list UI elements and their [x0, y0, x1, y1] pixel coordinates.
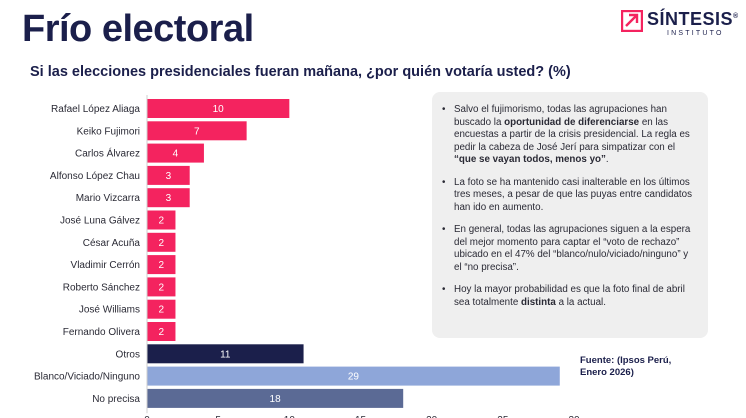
- note-item: Salvo el fujimorismo, todas las agrupaci…: [442, 104, 696, 167]
- bar-value-label: 2: [158, 238, 164, 249]
- x-tick-label: 20: [426, 415, 438, 418]
- category-label: César Acuña: [83, 238, 141, 249]
- bar: [147, 232, 176, 252]
- bar-value-label: 10: [213, 104, 225, 115]
- bar-value-label: 2: [158, 282, 164, 293]
- note-text: La foto se ha mantenido casi inalterable…: [454, 176, 692, 213]
- logo-subtitle: INSTITUTO: [667, 30, 724, 37]
- category-label: Roberto Sánchez: [63, 282, 140, 293]
- note-text: Hoy la mayor probabilidad es que la foto…: [454, 284, 685, 308]
- x-tick-label: 15: [355, 415, 367, 418]
- bar-value-label: 18: [270, 394, 282, 405]
- note-text: a la actual.: [555, 296, 606, 308]
- note-bold-text: “que se vayan todos, menos yo”: [454, 154, 606, 165]
- note-bold-text: distinta: [521, 296, 556, 308]
- notes-list: Salvo el fujimorismo, todas las agrupaci…: [442, 104, 696, 309]
- note-text: en las encuestas a partir de la crisis p…: [454, 116, 690, 153]
- note-text: En general, todas las agrupaciones sigue…: [454, 224, 691, 273]
- category-label: Rafael López Aliaga: [51, 104, 140, 115]
- bar-value-label: 4: [173, 149, 179, 160]
- category-label: Vladimir Cerrón: [71, 260, 140, 271]
- bar-value-label: 7: [194, 126, 200, 137]
- note-bold-text: oportunidad de diferenciarse: [504, 116, 640, 128]
- category-label: José Williams: [79, 305, 140, 316]
- page-title: Frío electoral: [22, 8, 254, 50]
- bar: [147, 299, 176, 319]
- bar: [147, 277, 176, 297]
- bar: [147, 143, 204, 163]
- x-tick-label: 30: [568, 415, 580, 418]
- note-text: Salvo el fujimorismo, todas las agrupaci…: [454, 104, 667, 128]
- sintesis-logo: SÍNTESIS® INSTITUTO: [621, 9, 738, 40]
- bar-value-label: 3: [166, 193, 172, 204]
- bar: [147, 255, 176, 275]
- logo-name: SÍNTESIS®: [647, 9, 739, 29]
- x-tick-label: 25: [497, 415, 509, 418]
- bar-value-label: 2: [158, 260, 164, 271]
- category-label: Keiko Fujimori: [77, 126, 140, 137]
- chart-subtitle: Si las elecciones presidenciales fueran …: [30, 64, 571, 80]
- bar-value-label: 2: [158, 327, 164, 338]
- note-item: En general, todas las agrupaciones sigue…: [442, 224, 696, 274]
- bar: [147, 322, 176, 341]
- note-item: Hoy la mayor probabilidad es que la foto…: [442, 284, 696, 309]
- note-item: La foto se ha mantenido casi inalterable…: [442, 177, 696, 215]
- bar-value-label: 29: [348, 372, 360, 383]
- category-label: Otros: [116, 349, 140, 360]
- bar-value-label: 2: [158, 305, 164, 316]
- bar: [147, 388, 404, 408]
- sintesis-logo-icon: [621, 10, 643, 32]
- x-tick-label: 5: [215, 415, 221, 418]
- category-label: Fernando Olivera: [63, 327, 141, 338]
- bar: [147, 165, 190, 185]
- x-tick-label: 10: [284, 415, 296, 418]
- notes-box: Salvo el fujimorismo, todas las agrupaci…: [432, 92, 708, 338]
- category-label: Mario Vizcarra: [76, 193, 141, 204]
- x-tick-label: 0: [144, 415, 150, 418]
- category-label: José Luna Gálvez: [60, 216, 140, 227]
- category-label: Blanco/Viciado/Ninguno: [34, 372, 140, 383]
- bar-value-label: 11: [220, 349, 231, 360]
- bar: [147, 99, 290, 118]
- bar: [147, 344, 304, 364]
- source-note: Fuente: (Ipsos Perú, Enero 2026): [580, 355, 672, 378]
- bar: [147, 188, 190, 208]
- bar: [147, 366, 560, 386]
- bar: [147, 121, 247, 141]
- note-text: .: [605, 154, 609, 165]
- category-label: No precisa: [92, 394, 140, 405]
- bar: [147, 210, 176, 230]
- category-label: Alfonso López Chau: [50, 171, 140, 182]
- category-label: Carlos Álvarez: [75, 147, 140, 160]
- bar-value-label: 2: [158, 216, 164, 227]
- bar-value-label: 3: [166, 171, 172, 182]
